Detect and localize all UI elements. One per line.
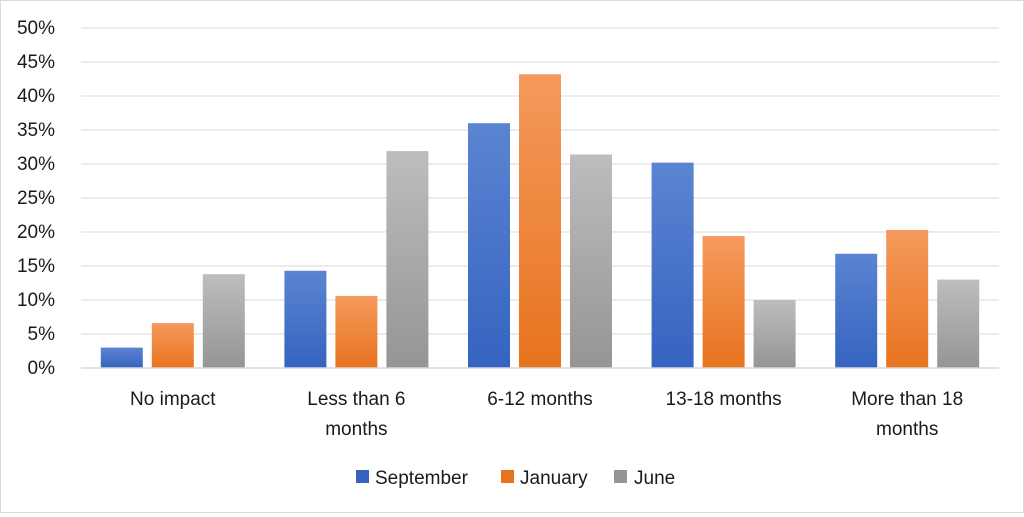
y-tick-label: 45% (17, 52, 55, 73)
bar-june-0 (202, 274, 245, 368)
x-axis-labels: No impact Less than 6 months 6-12 months 13-… (130, 389, 963, 440)
legend-swatch-september (356, 470, 369, 483)
x-tick-label: 6-12 months (487, 389, 593, 410)
bar-september-3 (651, 162, 694, 368)
bar-september-0 (100, 347, 143, 368)
legend: September January June (356, 468, 675, 489)
legend-label-september: September (375, 468, 469, 489)
y-tick-label: 0% (28, 358, 56, 379)
bar-june-2 (570, 154, 612, 368)
bar-january-3 (702, 236, 745, 368)
bar-september-1 (284, 270, 327, 368)
y-tick-label: 25% (17, 188, 55, 209)
bar-january-4 (886, 229, 929, 368)
x-tick-label: 13-18 months (666, 389, 782, 410)
bar-january-1 (335, 295, 378, 368)
x-tick-label: Less than 6 months (307, 389, 405, 440)
y-tick-label: 30% (17, 154, 55, 175)
y-tick-label: 40% (17, 86, 55, 107)
bar-june-3 (753, 300, 796, 368)
bar-january-0 (151, 323, 194, 368)
x-tick-label: No impact (130, 389, 216, 410)
y-tick-label: 5% (28, 324, 56, 345)
bar-september-4 (835, 253, 878, 368)
y-tick-label: 20% (17, 222, 55, 243)
y-axis-ticks: 0% 5% 10% 15% 20% 25% 30% 35% 40% 45% 50% (17, 18, 55, 379)
y-tick-label: 10% (17, 290, 55, 311)
y-tick-label: 15% (17, 256, 55, 277)
bar-january-2 (519, 74, 561, 369)
legend-label-january: January (520, 468, 588, 489)
bar-june-4 (937, 279, 980, 368)
bar-september-2 (468, 123, 510, 368)
legend-label-june: June (634, 468, 675, 489)
y-tick-label: 50% (17, 18, 55, 39)
bar-june-1 (386, 151, 429, 368)
y-tick-label: 35% (17, 120, 55, 141)
x-tick-label: More than 18 months (851, 389, 963, 440)
legend-swatch-june (614, 470, 627, 483)
legend-swatch-january (501, 470, 514, 483)
bars (100, 74, 980, 369)
